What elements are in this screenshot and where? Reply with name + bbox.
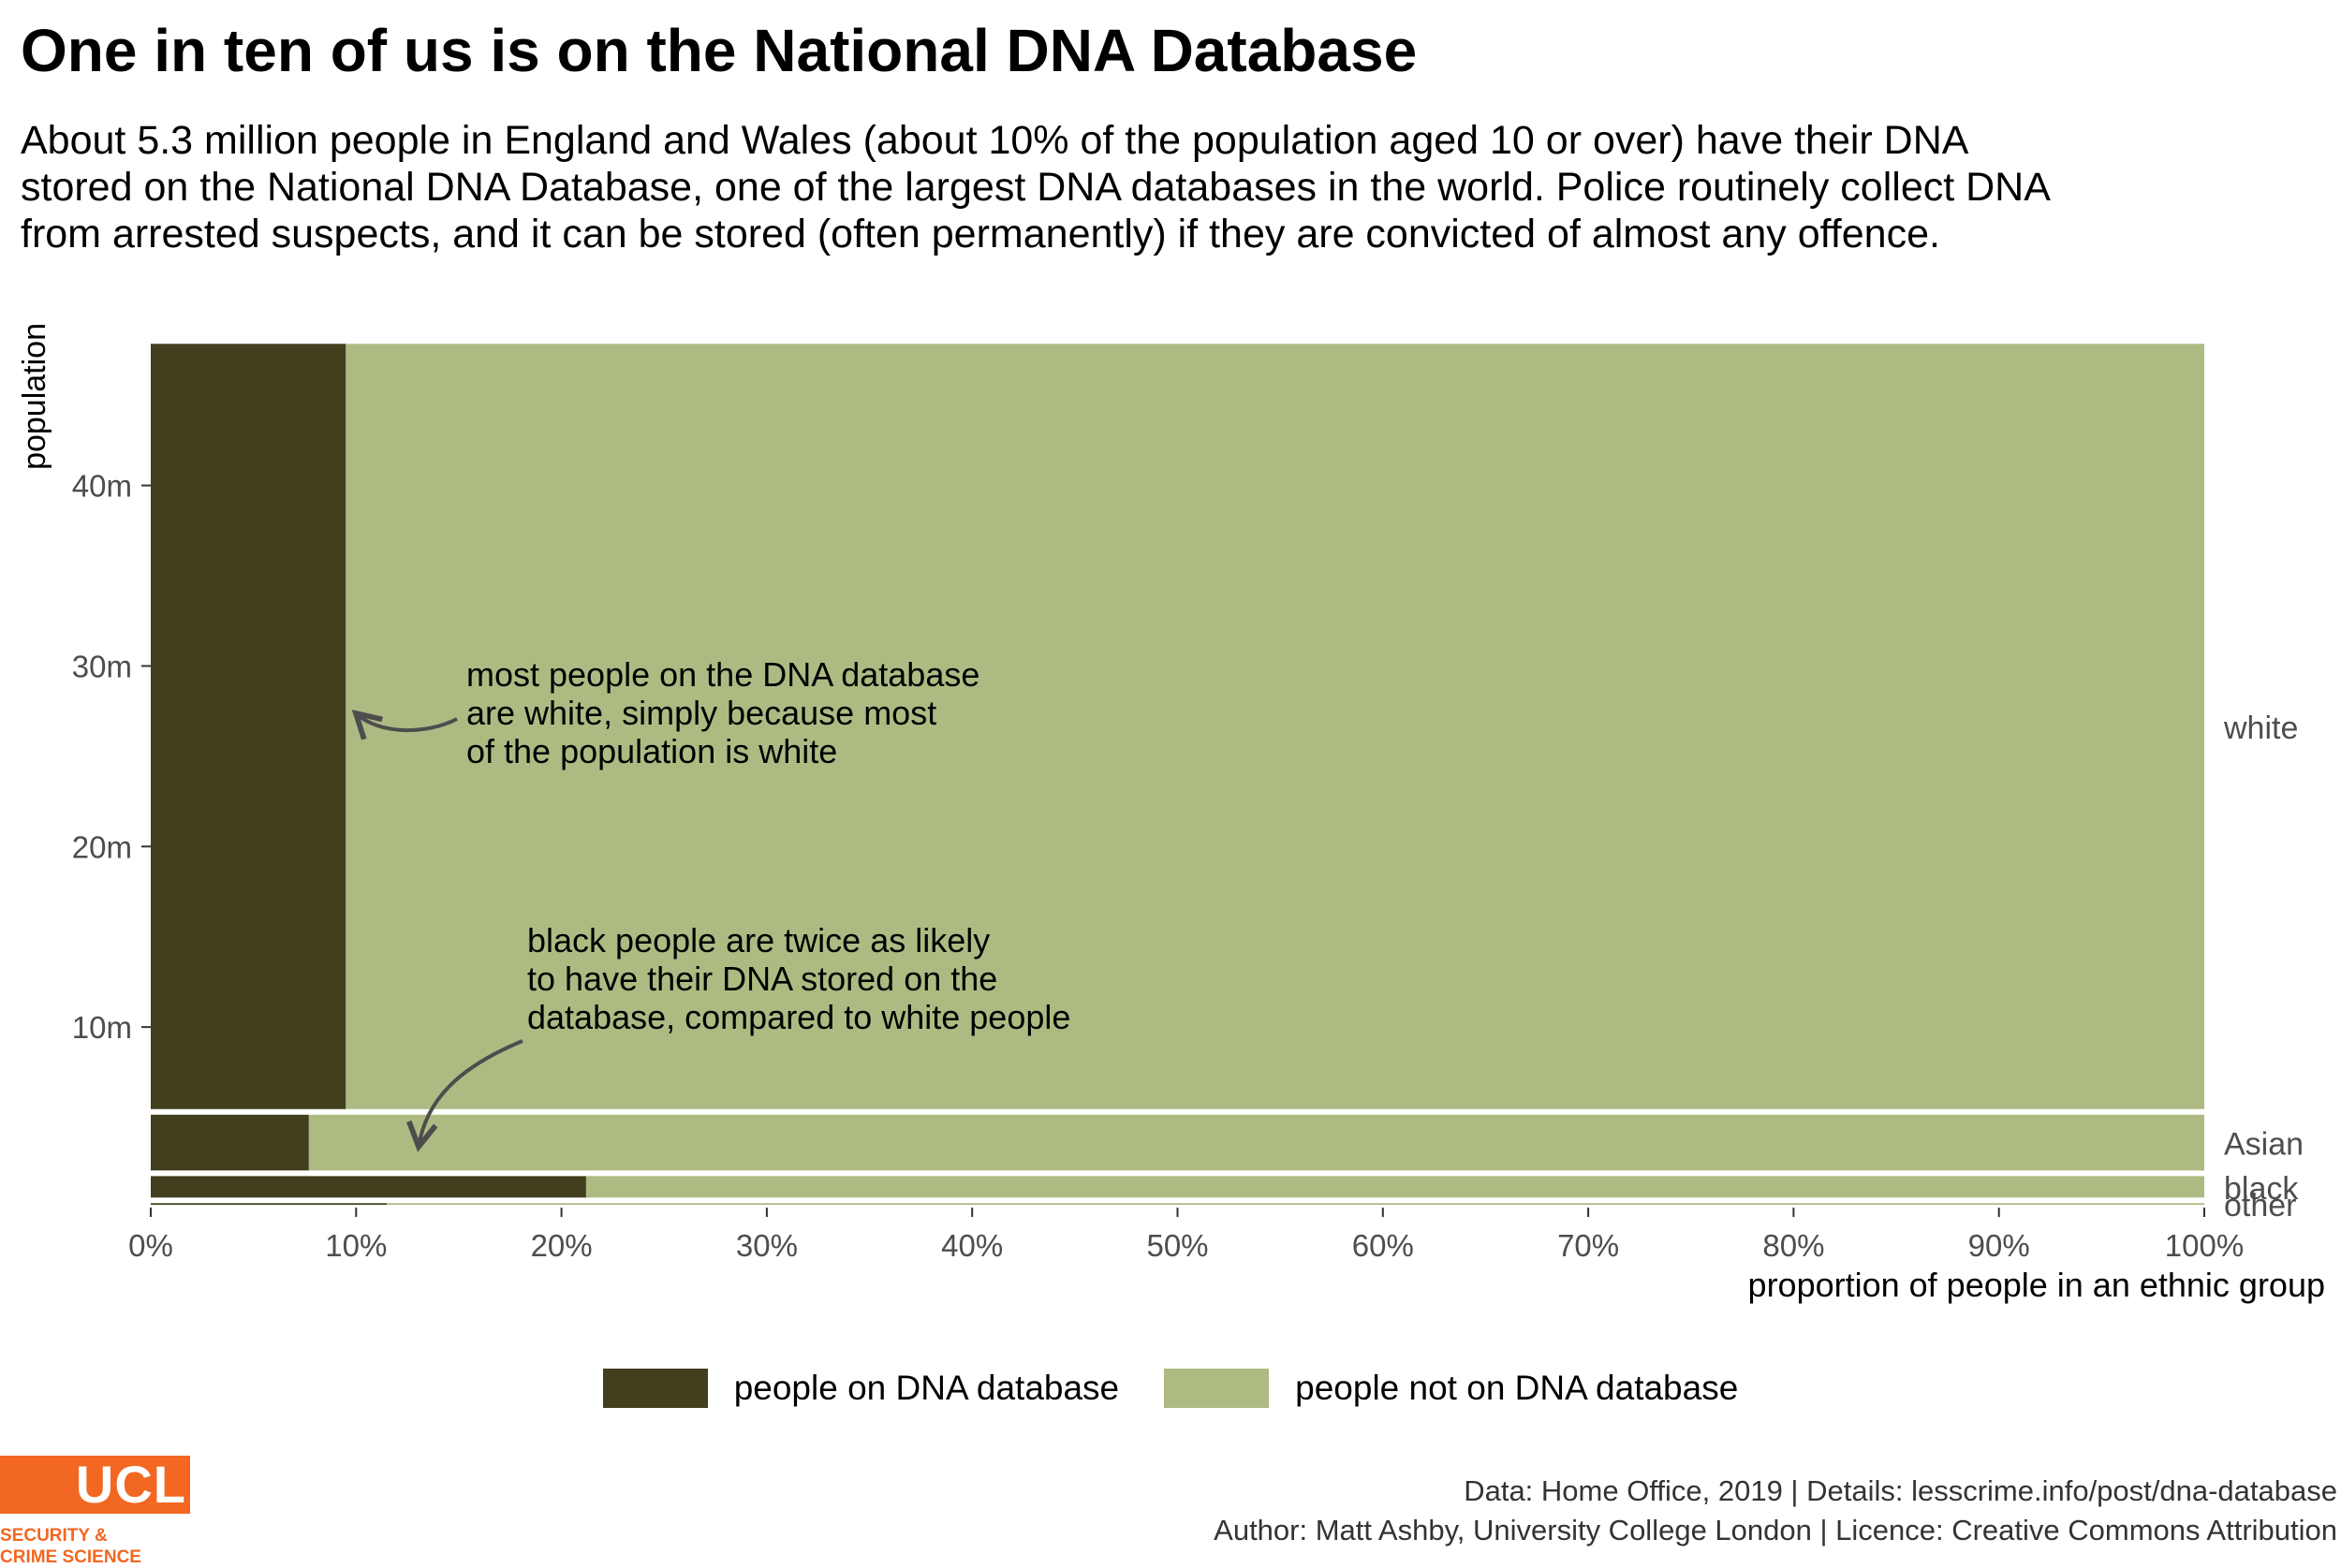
y-tick-label: 10m [72, 1010, 132, 1045]
logo-line-1: SECURITY & [0, 1526, 108, 1546]
chart-caption: Data: Home Office, 2019 | Details: lessc… [1214, 1472, 2337, 1550]
x-tick-label: 60% [1352, 1228, 1414, 1263]
bar-not-on-database-other [387, 1203, 2204, 1205]
x-tick-label: 90% [1968, 1228, 2030, 1263]
ucl-logo-text: UCL [75, 1455, 186, 1514]
y-tick-label: 30m [72, 649, 132, 683]
x-tick-label: 70% [1557, 1228, 1619, 1263]
caption-line-1: Data: Home Office, 2019 | Details: lessc… [1464, 1474, 2337, 1507]
x-tick-label: 80% [1762, 1228, 1824, 1263]
annotation-black-line: black people are twice as likely [527, 921, 990, 960]
x-tick-label: 10% [325, 1228, 387, 1263]
bar-on-database-black [151, 1176, 586, 1198]
logo-line-2: CRIME SCIENCE [0, 1547, 141, 1568]
bar-not-on-database-white [346, 344, 2205, 1109]
chart-title: One in ten of us is on the National DNA … [21, 17, 1418, 84]
y-tick-label: 40m [72, 469, 132, 504]
group-label-other: other [2224, 1188, 2297, 1224]
group-label-black: black [2224, 1171, 2299, 1207]
legend-label-not-on-database: people not on DNA database [1295, 1369, 1739, 1407]
bar-not-on-database-black [585, 1176, 2204, 1198]
group-label-asian: Asian [2224, 1127, 2304, 1163]
annotation-black-line: database, compared to white people [527, 998, 1070, 1036]
ucl-logo-caption: SECURITY & CRIME SCIENCE [0, 1525, 141, 1568]
annotation-white-arrow [351, 710, 458, 740]
y-axis-title: population [17, 323, 52, 470]
caption-line-2: Author: Matt Ashby, University College L… [1214, 1513, 2337, 1546]
legend-swatch-on-database [602, 1369, 708, 1408]
x-tick-label: 20% [531, 1228, 593, 1263]
bar-on-database-asian [151, 1114, 309, 1171]
bar-not-on-database-asian [308, 1114, 2205, 1171]
annotation-white-line: of the population is white [466, 732, 837, 770]
chart-subtitle: About 5.3 million people in England and … [21, 118, 2049, 256]
ucl-logo: UCL SECURITY & CRIME SCIENCE [0, 1456, 197, 1568]
x-tick-label: 0% [128, 1228, 173, 1263]
annotation-white-line: are white, simply because most [466, 694, 936, 732]
x-axis-title: proportion of people in an ethnic group [1748, 1266, 2325, 1304]
ucl-logo-mark: UCL [0, 1456, 190, 1514]
group-label-white: white [2223, 711, 2298, 746]
legend: people on DNA database people not on DNA… [0, 1369, 2341, 1408]
annotation-white-line: most people on the DNA database [466, 655, 979, 694]
legend-label-on-database: people on DNA database [733, 1369, 1120, 1407]
legend-item-not-on-database: people not on DNA database [1164, 1369, 1738, 1408]
legend-item-on-database: people on DNA database [602, 1369, 1120, 1408]
bar-on-database-white [151, 344, 346, 1109]
x-tick-label: 30% [736, 1228, 798, 1263]
x-tick-label: 40% [941, 1228, 1003, 1263]
x-tick-label: 50% [1146, 1228, 1208, 1263]
annotation-black-arrow [406, 1039, 523, 1152]
x-tick-label: 100% [2165, 1228, 2244, 1263]
y-tick-label: 20m [72, 829, 132, 864]
bar-on-database-other [151, 1203, 388, 1205]
legend-swatch-not-on-database [1164, 1369, 1270, 1408]
annotation-black-line: to have their DNA stored on the [527, 960, 997, 998]
